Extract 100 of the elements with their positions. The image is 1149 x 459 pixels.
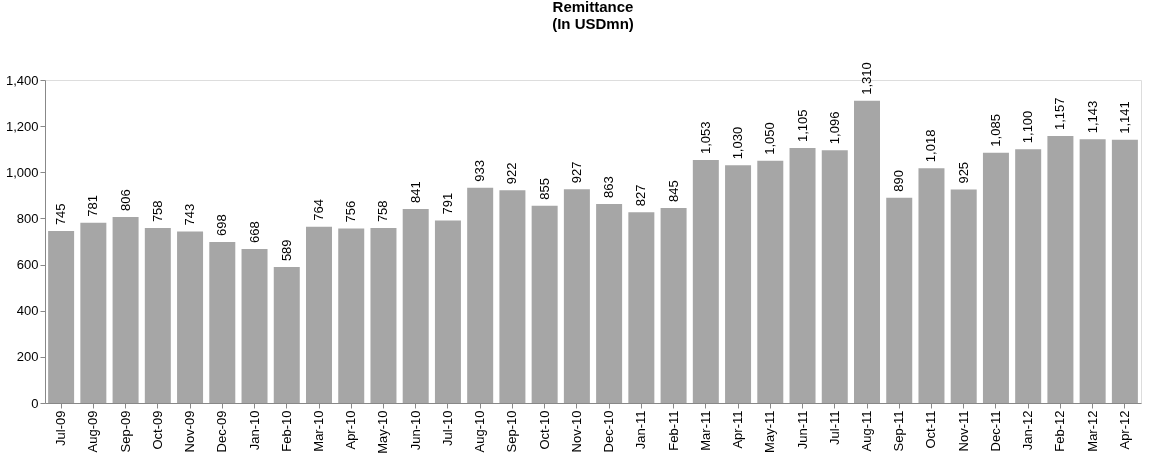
bar (886, 197, 913, 403)
bar (80, 222, 107, 403)
data-label: 1,030 (730, 126, 746, 160)
x-tick-label: Aug-10 (472, 410, 488, 453)
x-tick-label: Dec-09 (214, 410, 230, 453)
x-tick-label: Feb-11 (665, 410, 681, 451)
bar (821, 150, 848, 403)
bar (1079, 139, 1106, 403)
x-tick-label: Jun-11 (794, 410, 810, 450)
x-tick-label: Feb-10 (278, 410, 294, 452)
bar (48, 231, 75, 403)
y-tick-label: 200 (16, 349, 39, 365)
bar (241, 248, 268, 403)
bar (757, 160, 784, 403)
bar (789, 148, 816, 403)
data-label: 1,141 (1116, 101, 1132, 134)
y-tick-label: 800 (16, 210, 39, 226)
bar (434, 220, 461, 403)
x-tick-label: Sep-10 (504, 410, 520, 453)
x-tick-label: Mar-12 (1084, 410, 1100, 452)
data-label: 758 (375, 200, 391, 223)
data-label: 589 (278, 239, 294, 262)
data-label: 1,096 (826, 111, 842, 145)
chart-title: Remittance (In USDmn) (552, 0, 634, 33)
bar (950, 189, 977, 403)
x-tick-label: Jul-11 (826, 410, 842, 445)
x-tick-label: Jul-09 (53, 410, 69, 446)
bar (1015, 149, 1042, 403)
data-label: 925 (955, 161, 971, 184)
data-label: 668 (246, 221, 262, 243)
x-tick-label: Oct-10 (536, 410, 552, 450)
bar (692, 160, 719, 403)
data-label: 1,053 (697, 121, 713, 155)
data-label: 927 (568, 161, 584, 184)
y-tick-label: 0 (31, 395, 39, 411)
data-label: 781 (85, 195, 101, 217)
x-tick-label: May-10 (375, 410, 391, 454)
bar (338, 228, 365, 403)
x-tick-label: Aug-11 (859, 410, 874, 452)
data-label: 1,143 (1084, 100, 1100, 134)
data-label: 933 (472, 160, 488, 182)
data-label: 841 (407, 181, 423, 203)
data-label: 922 (504, 162, 520, 185)
bar (531, 205, 558, 403)
data-label: 863 (601, 176, 617, 198)
data-label: 1,310 (859, 62, 874, 95)
data-label: 806 (117, 189, 133, 212)
x-tick-label: Mar-10 (311, 410, 326, 452)
x-tick-label: Nov-10 (568, 410, 584, 453)
data-label: 1,157 (1052, 97, 1068, 131)
x-tick-label: Feb-12 (1052, 410, 1068, 452)
x-tick-label: Dec-10 (601, 410, 617, 453)
x-tick-label: Jun-10 (407, 410, 423, 451)
data-label: 756 (343, 200, 359, 223)
x-tick-label: Nov-11 (955, 410, 971, 452)
x-tick-label: Apr-10 (343, 410, 359, 450)
data-label: 827 (633, 184, 649, 207)
data-label: 758 (149, 200, 165, 223)
bar (854, 100, 880, 403)
bar (209, 241, 236, 403)
x-tick-label: Apr-11 (730, 410, 746, 449)
data-label: 855 (536, 178, 552, 200)
x-tick-label: May-11 (762, 410, 778, 453)
bar (370, 228, 397, 403)
data-label: 890 (891, 169, 907, 192)
x-tick-label: Sep-09 (117, 410, 133, 453)
bar (177, 231, 204, 403)
data-label: 1,085 (987, 114, 1003, 147)
x-tick-label: Jan-12 (1020, 410, 1036, 451)
data-label: 1,100 (1020, 110, 1036, 144)
data-label: 764 (311, 199, 326, 221)
bar (982, 152, 1009, 403)
data-label: 1,105 (794, 109, 810, 143)
data-label: 698 (214, 214, 230, 236)
bar (660, 208, 687, 403)
data-label: 745 (53, 203, 69, 226)
bar (628, 212, 655, 403)
data-label: 791 (439, 192, 455, 215)
bar (1111, 139, 1138, 403)
data-label: 1,050 (762, 122, 778, 155)
data-label: 845 (665, 180, 681, 203)
x-tick-label: Aug-09 (85, 410, 101, 453)
bar (273, 267, 300, 403)
x-tick-label: Sep-11 (891, 410, 907, 452)
bar (144, 228, 171, 403)
bar (499, 190, 526, 403)
x-tick-label: Nov-09 (182, 410, 198, 453)
y-tick-label: 1,400 (5, 72, 39, 88)
y-tick-label: 400 (16, 303, 39, 319)
bar (402, 208, 429, 403)
y-tick-label: 1,200 (5, 118, 39, 134)
x-tick-label: Jul-10 (439, 410, 455, 446)
data-label: 1,018 (923, 129, 939, 163)
x-tick-label: Jan-11 (633, 410, 649, 450)
x-tick-label: Mar-11 (697, 410, 713, 451)
bar (918, 168, 945, 403)
x-tick-label: Oct-09 (149, 410, 165, 450)
x-tick-label: Jan-10 (246, 410, 262, 451)
x-tick-label: Apr-12 (1116, 410, 1132, 450)
data-label: 743 (182, 203, 198, 226)
